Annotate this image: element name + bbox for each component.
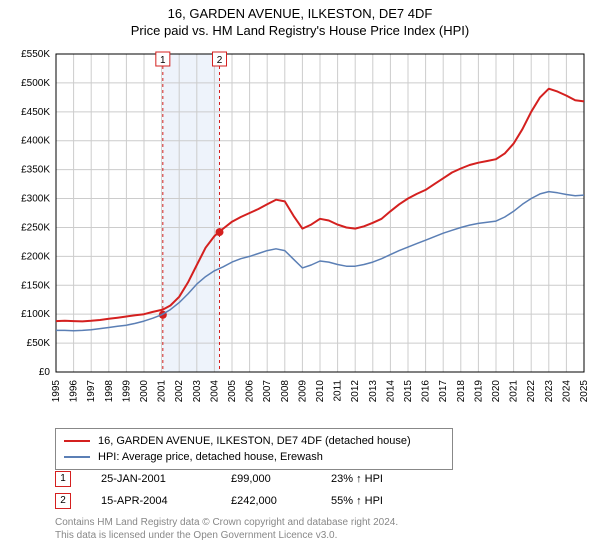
svg-text:2025: 2025 [579, 380, 590, 403]
sale-marker-box: 2 [55, 493, 71, 509]
chart-container: 16, GARDEN AVENUE, ILKESTON, DE7 4DF Pri… [0, 0, 600, 560]
svg-text:1997: 1997 [86, 380, 97, 403]
svg-text:2017: 2017 [438, 380, 449, 403]
chart-plot: £0 £50K £100K £150K £200K £250K £300K £350K £400… [8, 42, 592, 420]
svg-text:2012: 2012 [350, 380, 361, 403]
svg-text:£400K: £400K [21, 136, 50, 147]
svg-text:2006: 2006 [245, 380, 256, 403]
svg-text:2001: 2001 [157, 380, 168, 403]
chart-title-address: 16, GARDEN AVENUE, ILKESTON, DE7 4DF [0, 0, 600, 21]
legend-item: 16, GARDEN AVENUE, ILKESTON, DE7 4DF (de… [64, 433, 444, 449]
svg-text:1996: 1996 [69, 380, 80, 403]
svg-text:2019: 2019 [473, 380, 484, 403]
sale-pct: 55% ↑ HPI [331, 495, 431, 507]
svg-text:2016: 2016 [421, 380, 432, 403]
svg-text:£100K: £100K [21, 309, 50, 320]
sales-row: 1 25-JAN-2001 £99,000 23% ↑ HPI [55, 468, 431, 490]
svg-text:£500K: £500K [21, 78, 50, 89]
legend-item: HPI: Average price, detached house, Erew… [64, 449, 444, 465]
sales-table: 1 25-JAN-2001 £99,000 23% ↑ HPI 2 15-APR… [55, 468, 431, 512]
sale-marker-box: 1 [55, 471, 71, 487]
legend-label: HPI: Average price, detached house, Erew… [98, 449, 323, 465]
svg-text:1998: 1998 [104, 380, 115, 403]
svg-text:2007: 2007 [262, 380, 273, 403]
sales-row: 2 15-APR-2004 £242,000 55% ↑ HPI [55, 490, 431, 512]
sale-price: £242,000 [231, 495, 331, 507]
svg-text:2022: 2022 [526, 380, 537, 403]
svg-text:£550K: £550K [21, 49, 50, 60]
legend: 16, GARDEN AVENUE, ILKESTON, DE7 4DF (de… [55, 428, 453, 470]
svg-text:2000: 2000 [139, 380, 150, 403]
svg-text:2013: 2013 [368, 380, 379, 403]
svg-text:2003: 2003 [192, 380, 203, 403]
svg-text:2020: 2020 [491, 380, 502, 403]
svg-text:2008: 2008 [280, 380, 291, 403]
svg-text:£50K: £50K [27, 338, 51, 349]
svg-text:£150K: £150K [21, 280, 50, 291]
sale-date: 25-JAN-2001 [101, 473, 231, 485]
svg-text:2015: 2015 [403, 380, 414, 403]
svg-text:2024: 2024 [561, 380, 572, 403]
footer-line: This data is licensed under the Open Gov… [55, 529, 398, 542]
svg-text:2004: 2004 [209, 380, 220, 403]
sale-price: £99,000 [231, 473, 331, 485]
svg-text:1999: 1999 [121, 380, 132, 403]
footer-line: Contains HM Land Registry data © Crown c… [55, 516, 398, 529]
legend-label: 16, GARDEN AVENUE, ILKESTON, DE7 4DF (de… [98, 433, 411, 449]
svg-text:£0: £0 [39, 367, 51, 378]
svg-text:£350K: £350K [21, 165, 50, 176]
svg-text:2023: 2023 [544, 380, 555, 403]
svg-text:£200K: £200K [21, 251, 50, 262]
svg-text:2009: 2009 [297, 380, 308, 403]
svg-text:2002: 2002 [174, 380, 185, 403]
svg-text:2005: 2005 [227, 380, 238, 403]
svg-text:2014: 2014 [385, 380, 396, 403]
svg-text:£300K: £300K [21, 194, 50, 205]
svg-text:1: 1 [160, 55, 166, 66]
sale-date: 15-APR-2004 [101, 495, 231, 507]
chart-title-subtitle: Price paid vs. HM Land Registry's House … [0, 21, 600, 38]
svg-text:£450K: £450K [21, 107, 50, 118]
svg-text:2: 2 [217, 55, 223, 66]
legend-swatch [64, 456, 90, 458]
svg-text:2021: 2021 [509, 380, 520, 403]
svg-text:1995: 1995 [51, 380, 62, 403]
svg-text:2011: 2011 [333, 380, 344, 402]
svg-text:£250K: £250K [21, 222, 50, 233]
svg-text:2010: 2010 [315, 380, 326, 403]
svg-text:2018: 2018 [456, 380, 467, 403]
legend-swatch [64, 440, 90, 442]
footer: Contains HM Land Registry data © Crown c… [55, 516, 398, 542]
sale-pct: 23% ↑ HPI [331, 473, 431, 485]
